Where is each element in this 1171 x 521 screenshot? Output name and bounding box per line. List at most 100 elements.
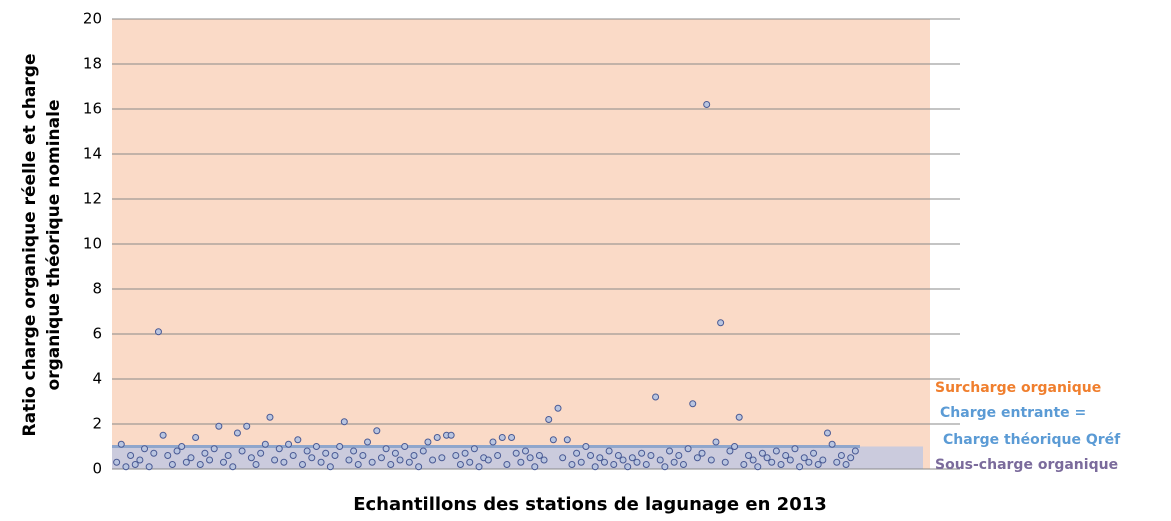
- data-point: [257, 449, 265, 457]
- data-point: [229, 463, 237, 471]
- data-point: [582, 443, 590, 450]
- data-point: [131, 461, 139, 468]
- data-point: [503, 461, 511, 468]
- data-point: [628, 454, 636, 462]
- data-point: [382, 445, 390, 453]
- data-point: [619, 456, 627, 464]
- data-point: [828, 440, 836, 448]
- data-point: [842, 461, 850, 468]
- data-point: [744, 452, 752, 459]
- data-point: [224, 452, 232, 459]
- data-point: [851, 447, 859, 455]
- y-tick-label: 0: [92, 460, 102, 478]
- data-point: [275, 445, 283, 453]
- x-axis-title: Echantillons des stations de lagunage en…: [353, 494, 827, 515]
- data-point: [670, 458, 678, 466]
- data-point: [577, 458, 585, 466]
- data-point: [549, 436, 557, 444]
- y-tick-label: 16: [83, 100, 102, 118]
- data-point: [633, 458, 641, 466]
- y-tick-label: 8: [92, 280, 102, 298]
- data-point: [526, 454, 534, 462]
- y-tick-label: 10: [83, 235, 102, 253]
- data-point: [833, 458, 841, 466]
- data-point: [531, 463, 539, 471]
- annotation: Surcharge organique: [935, 380, 1101, 396]
- data-point: [261, 440, 269, 448]
- data-point: [772, 447, 780, 455]
- data-point: [698, 449, 706, 457]
- data-point: [800, 454, 808, 462]
- data-point: [638, 449, 646, 457]
- data-point: [693, 454, 701, 462]
- data-point: [433, 434, 441, 441]
- data-point: [182, 458, 190, 466]
- data-point: [600, 458, 608, 466]
- data-point: [336, 443, 344, 450]
- data-point: [429, 456, 437, 464]
- data-point: [350, 447, 358, 455]
- annotation: Charge entrante =: [940, 405, 1086, 421]
- data-point: [154, 328, 162, 336]
- data-point: [475, 463, 483, 471]
- data-point: [373, 427, 381, 435]
- data-point: [535, 452, 543, 459]
- y-tick-label: 12: [83, 190, 102, 208]
- data-point: [791, 445, 799, 453]
- data-point: [489, 438, 497, 446]
- data-point: [122, 463, 130, 471]
- data-point: [178, 443, 186, 450]
- data-point: [345, 456, 353, 464]
- data-point: [117, 440, 125, 448]
- data-point: [786, 456, 794, 464]
- data-point: [317, 458, 325, 466]
- data-point: [703, 101, 711, 108]
- data-point: [763, 454, 771, 462]
- data-point: [573, 449, 581, 457]
- y-tick-label: 18: [83, 55, 102, 73]
- data-point: [113, 458, 121, 466]
- data-point: [712, 438, 720, 446]
- data-point: [731, 443, 739, 450]
- data-point: [823, 429, 831, 437]
- underload-zone: [112, 446, 923, 469]
- data-point: [749, 456, 757, 464]
- annotation: Charge théorique Qréf: [943, 432, 1121, 448]
- data-point: [424, 438, 432, 446]
- data-point: [540, 456, 548, 464]
- data-point: [331, 452, 339, 459]
- data-point: [498, 434, 506, 441]
- data-point: [308, 454, 316, 462]
- data-point: [266, 413, 274, 421]
- data-point: [717, 319, 725, 327]
- data-point: [675, 452, 683, 459]
- data-point: [303, 447, 311, 455]
- y-axis-title-line: organique théorique nominale: [44, 100, 64, 391]
- data-point: [419, 447, 427, 455]
- data-point: [210, 445, 218, 453]
- data-point: [810, 449, 818, 457]
- data-point: [238, 447, 246, 455]
- data-point: [415, 463, 423, 471]
- data-point: [438, 454, 446, 462]
- y-axis-title-line: Ratio charge organique réelle et charge: [20, 54, 40, 437]
- data-point: [401, 443, 409, 450]
- data-point: [512, 449, 520, 457]
- data-point: [233, 429, 241, 437]
- data-point: [689, 400, 697, 408]
- data-point: [405, 458, 413, 466]
- data-point: [410, 452, 418, 459]
- data-point: [141, 445, 149, 453]
- data-point: [768, 458, 776, 466]
- data-point: [387, 461, 395, 468]
- data-point: [456, 461, 464, 468]
- data-point: [289, 452, 297, 459]
- data-point: [280, 458, 288, 466]
- data-point: [247, 454, 255, 462]
- data-point: [298, 461, 306, 468]
- data-point: [545, 416, 553, 423]
- data-point: [168, 461, 176, 468]
- data-point: [684, 445, 692, 453]
- data-point: [220, 458, 228, 466]
- data-point: [127, 452, 135, 459]
